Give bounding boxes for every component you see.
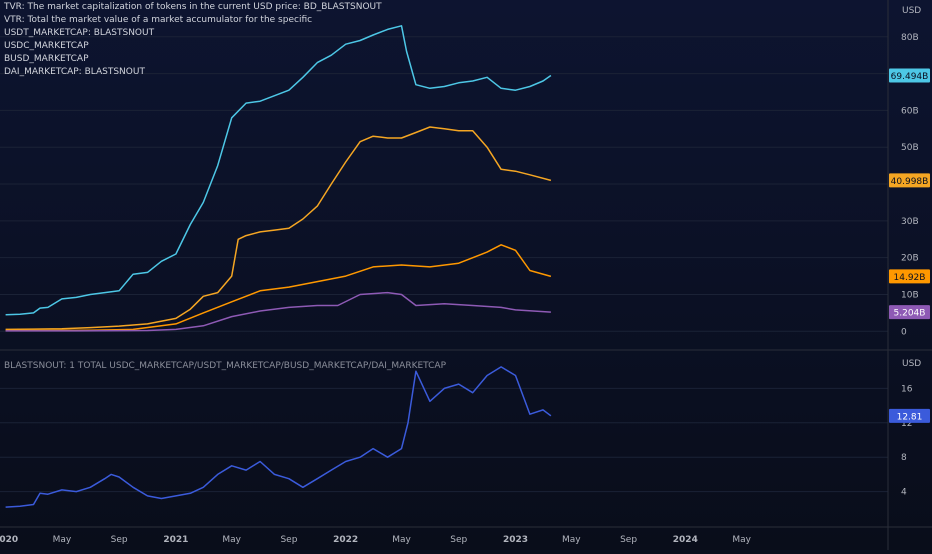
legend-line-6: DAI_MARKETCAP: BLASTSNOUT [4,67,145,77]
legend-line-2: VTR: Total the market value of a market … [4,15,313,25]
x-tick-label: May [392,535,411,545]
last-value-labels: 69.494B 40.998B 14.92B 5.204B 12.81 [889,68,930,423]
series-layer [5,25,552,508]
x-tick-label: May [732,535,751,545]
bottom-y-tick-label: 16 [901,384,913,394]
top-last-value-label-2: 40.998B [891,177,929,187]
bottom-last-value-label-1: 12.81 [897,412,923,422]
top-series-line-3 [5,244,552,332]
top-y-tick-label: 80B [901,33,919,43]
top-last-value-badge-3 [889,269,930,284]
top-y-tick-label: 10B [901,290,919,300]
top-series-line-1 [5,25,552,316]
x-tick-label: Sep [620,535,637,545]
bottom-last-value-badge-1 [889,408,930,423]
legend-line-1: TVR: The market capitalization of tokens… [4,2,382,12]
x-tick-label: May [562,535,581,545]
top-last-value-badge-2 [889,173,930,188]
legend-line-3: USDT_MARKETCAP: BLASTSNOUT [4,28,155,38]
x-tick-label: 2020 [0,535,18,545]
bottom-y-tick-label: 4 [901,488,907,498]
top-y-tick-label: 0 [901,327,907,337]
x-tick-label: 2022 [333,535,358,545]
top-last-value-label-4: 5.204B [894,309,926,319]
top-y-tick-label: 20B [901,254,919,264]
x-tick-label: 2021 [163,535,188,545]
x-tick-label: Sep [450,535,467,545]
top-y-tick-label: 60B [901,106,919,116]
bottom-unit-label: USD [902,359,921,369]
bottom-y-tick-label: 8 [901,453,907,463]
top-series-line-4 [5,291,551,332]
x-tick-label: Sep [280,535,297,545]
top-last-value-badge-4 [889,305,930,320]
top-last-value-label-3: 14.92B [894,273,926,283]
top-last-value-badge-1 [889,68,930,83]
legend-line-5: BUSD_MARKETCAP [4,54,89,64]
legend-line-4: USDC_MARKETCAP [4,41,89,51]
top-unit-label: USD [902,6,921,16]
x-tick-label: Sep [111,535,128,545]
bottom-pane-legend: BLASTSNOUT: 1 TOTAL USDC_MARKETCAP/USDT_… [4,361,447,371]
top-y-tick-label: 50B [901,143,919,153]
x-tick-label: May [53,535,72,545]
bottom-series-line-1 [5,366,552,508]
x-tick-label: 2024 [673,535,698,545]
bottom-y-tick-label: 12 [901,419,912,429]
top-y-tick-label: 30B [901,217,919,227]
top-last-value-label-1: 69.494B [891,72,929,82]
x-tick-label: May [222,535,241,545]
x-tick-label: 2023 [503,535,528,545]
grid-layer [0,36,888,493]
top-series-line-2 [5,126,552,331]
